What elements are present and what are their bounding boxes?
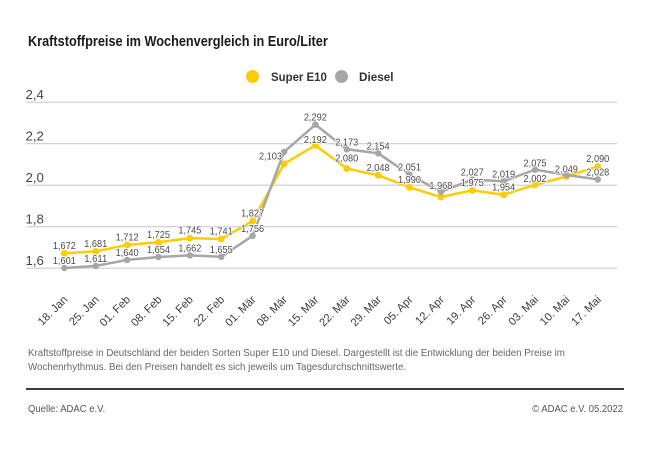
svg-text:2,4: 2,4 <box>26 87 44 102</box>
svg-text:1,990: 1,990 <box>398 175 421 186</box>
svg-text:1,8: 1,8 <box>26 212 44 227</box>
svg-text:2,173: 2,173 <box>335 137 358 148</box>
svg-text:1,655: 1,655 <box>210 245 233 256</box>
svg-text:1,756: 1,756 <box>241 224 264 235</box>
svg-text:1,725: 1,725 <box>147 230 170 241</box>
svg-text:2,090: 2,090 <box>586 154 609 165</box>
svg-text:2,292: 2,292 <box>304 113 327 124</box>
svg-text:2,0: 2,0 <box>26 170 44 185</box>
svg-text:1,662: 1,662 <box>178 243 201 254</box>
svg-text:1,968: 1,968 <box>429 181 452 192</box>
svg-text:2,103: 2,103 <box>259 152 282 163</box>
svg-text:2,048: 2,048 <box>367 163 390 174</box>
svg-text:1,640: 1,640 <box>116 248 139 259</box>
svg-text:2,192: 2,192 <box>304 135 327 146</box>
svg-text:1,712: 1,712 <box>116 233 139 244</box>
svg-text:2,154: 2,154 <box>367 141 390 152</box>
svg-text:1,611: 1,611 <box>84 254 107 265</box>
svg-text:1,601: 1,601 <box>53 256 76 267</box>
svg-text:2,028: 2,028 <box>586 167 609 178</box>
svg-text:1,6: 1,6 <box>26 253 44 268</box>
svg-text:1,741: 1,741 <box>210 227 233 238</box>
svg-text:1,745: 1,745 <box>178 226 201 237</box>
svg-text:1,681: 1,681 <box>84 239 107 250</box>
svg-text:1,672: 1,672 <box>53 241 76 252</box>
svg-text:2,027: 2,027 <box>461 168 484 179</box>
svg-text:1,954: 1,954 <box>492 182 515 193</box>
svg-text:2,002: 2,002 <box>524 174 547 185</box>
svg-text:1,654: 1,654 <box>147 245 170 256</box>
svg-text:1,975: 1,975 <box>461 178 484 189</box>
svg-text:2,049: 2,049 <box>555 165 578 176</box>
svg-text:2,2: 2,2 <box>26 129 44 144</box>
svg-text:2,051: 2,051 <box>398 163 421 174</box>
svg-text:2,080: 2,080 <box>335 154 358 165</box>
svg-text:2,075: 2,075 <box>524 159 547 170</box>
svg-text:1,827: 1,827 <box>241 209 264 220</box>
svg-text:2,019: 2,019 <box>492 169 515 180</box>
